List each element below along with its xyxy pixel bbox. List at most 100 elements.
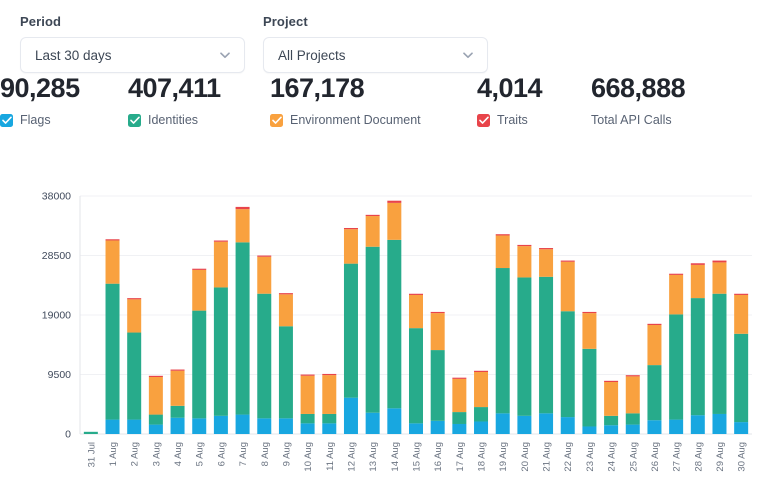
bar-segment[interactable] <box>452 377 467 379</box>
bar-segment[interactable] <box>127 298 142 300</box>
bar-group[interactable] <box>430 311 445 434</box>
bar-group[interactable] <box>669 273 684 434</box>
checkbox-checked-icon[interactable] <box>477 113 490 127</box>
bar-segment[interactable] <box>582 426 597 434</box>
bar-group[interactable] <box>192 268 207 434</box>
bar-segment[interactable] <box>517 277 532 416</box>
bar-segment[interactable] <box>452 423 467 434</box>
bar-segment[interactable] <box>690 264 705 299</box>
bar-segment[interactable] <box>430 350 445 421</box>
bar-segment[interactable] <box>192 269 207 311</box>
bar-segment[interactable] <box>647 325 662 366</box>
bar-segment[interactable] <box>517 244 532 247</box>
bar-segment[interactable] <box>604 380 619 383</box>
bar-segment[interactable] <box>192 418 207 434</box>
bar-segment[interactable] <box>170 417 185 434</box>
bar-segment[interactable] <box>474 371 489 408</box>
bar-segment[interactable] <box>83 431 98 434</box>
bar-segment[interactable] <box>148 414 163 425</box>
bar-segment[interactable] <box>539 276 554 414</box>
bar-segment[interactable] <box>474 407 489 422</box>
bar-segment[interactable] <box>474 370 489 372</box>
bar-segment[interactable] <box>213 415 228 434</box>
bar-segment[interactable] <box>148 424 163 434</box>
bar-segment[interactable] <box>235 206 250 210</box>
bar-segment[interactable] <box>734 294 749 334</box>
bar-group[interactable] <box>148 375 163 434</box>
bar-group[interactable] <box>300 374 315 434</box>
bar-segment[interactable] <box>278 326 293 419</box>
legend-toggle[interactable]: Flags <box>0 113 80 127</box>
bar-segment[interactable] <box>625 375 640 377</box>
bar-segment[interactable] <box>105 419 120 434</box>
bar-segment[interactable] <box>582 348 597 427</box>
bar-segment[interactable] <box>669 419 684 434</box>
bar-segment[interactable] <box>127 419 142 434</box>
bar-segment[interactable] <box>625 424 640 434</box>
bar-segment[interactable] <box>127 299 142 333</box>
bar-segment[interactable] <box>495 268 510 414</box>
bar-segment[interactable] <box>517 246 532 278</box>
bar-segment[interactable] <box>582 311 597 314</box>
bar-group[interactable] <box>712 260 727 434</box>
bar-segment[interactable] <box>300 375 315 414</box>
bar-segment[interactable] <box>495 235 510 269</box>
bar-segment[interactable] <box>343 227 358 230</box>
bar-segment[interactable] <box>495 413 510 434</box>
bar-segment[interactable] <box>127 332 142 420</box>
bar-segment[interactable] <box>539 413 554 434</box>
bar-segment[interactable] <box>235 414 250 434</box>
bar-segment[interactable] <box>669 273 684 275</box>
bar-segment[interactable] <box>604 425 619 434</box>
bar-segment[interactable] <box>322 423 337 434</box>
bar-segment[interactable] <box>734 293 749 295</box>
bar-group[interactable] <box>127 298 142 434</box>
bar-segment[interactable] <box>409 423 423 434</box>
project-select[interactable]: All Projects <box>263 37 488 73</box>
bar-segment[interactable] <box>257 293 272 419</box>
bar-segment[interactable] <box>669 314 684 420</box>
bar-group[interactable] <box>625 375 640 434</box>
bar-group[interactable] <box>734 293 749 434</box>
bar-segment[interactable] <box>647 420 662 434</box>
bar-segment[interactable] <box>365 246 380 413</box>
bar-segment[interactable] <box>604 415 619 426</box>
bar-group[interactable] <box>495 234 510 434</box>
bar-segment[interactable] <box>278 293 293 295</box>
bar-group[interactable] <box>365 214 380 434</box>
bar-segment[interactable] <box>452 412 467 424</box>
bar-segment[interactable] <box>560 417 575 434</box>
bar-segment[interactable] <box>343 397 358 434</box>
bar-segment[interactable] <box>387 202 402 240</box>
bar-group[interactable] <box>690 263 705 434</box>
bar-segment[interactable] <box>712 293 727 414</box>
bar-group[interactable] <box>387 200 402 434</box>
bar-segment[interactable] <box>278 294 293 327</box>
bar-segment[interactable] <box>430 313 445 351</box>
bar-group[interactable] <box>278 293 293 434</box>
bar-segment[interactable] <box>495 234 510 236</box>
bar-segment[interactable] <box>560 311 575 418</box>
bar-segment[interactable] <box>560 260 575 262</box>
bar-segment[interactable] <box>387 408 402 434</box>
bar-segment[interactable] <box>517 415 532 434</box>
bar-segment[interactable] <box>170 370 185 406</box>
bar-group[interactable] <box>343 227 358 434</box>
bar-segment[interactable] <box>712 262 727 294</box>
bar-segment[interactable] <box>734 333 749 423</box>
bar-segment[interactable] <box>105 283 120 420</box>
bar-segment[interactable] <box>625 376 640 414</box>
legend-toggle[interactable]: Environment Document <box>270 113 421 127</box>
bar-segment[interactable] <box>430 420 445 434</box>
bar-segment[interactable] <box>647 365 662 421</box>
bar-segment[interactable] <box>343 263 358 398</box>
bar-segment[interactable] <box>365 216 380 247</box>
bar-segment[interactable] <box>409 328 423 424</box>
bar-group[interactable] <box>604 380 619 434</box>
bar-segment[interactable] <box>105 240 120 284</box>
bar-segment[interactable] <box>257 256 272 294</box>
bar-segment[interactable] <box>539 248 554 250</box>
bar-group[interactable] <box>409 293 423 434</box>
bar-segment[interactable] <box>278 418 293 434</box>
bar-segment[interactable] <box>582 313 597 349</box>
